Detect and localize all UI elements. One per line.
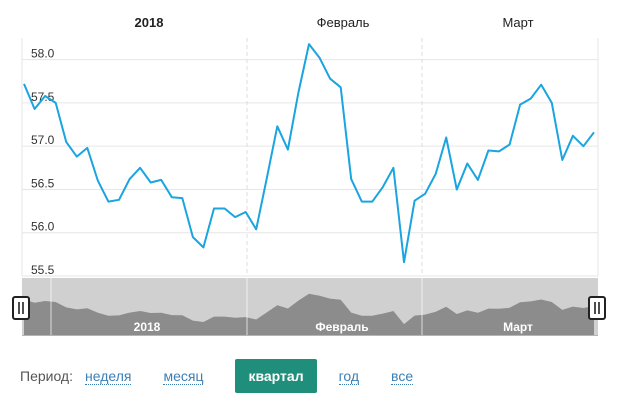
period-week-link[interactable]: неделя [85,367,132,385]
top-axis-label: 2018 [135,15,164,30]
navigator-area [24,293,594,336]
navigator-label: 2018 [134,320,161,334]
chart: 2018 Февраль Март 55.5 56.0 56.5 57.0 57.5 58.0… [12,15,606,336]
y-axis-labels: 55.5 56.0 56.5 57.0 57.5 58.0 [31,47,55,277]
period-quarter-button[interactable]: квартал [235,359,317,393]
y-tick-label: 56.5 [31,176,55,190]
top-axis-label: Февраль [317,15,370,30]
y-tick-label: 57.0 [31,133,55,147]
navigator[interactable]: 2018 Февраль Март [22,278,598,336]
period-year-link[interactable]: год [338,367,360,385]
month-divider-lines [246,38,423,276]
period-month-link[interactable]: месяц [163,367,204,385]
y-tick-label: 56.0 [31,220,55,234]
navigator-label: Февраль [315,320,368,334]
navigator-handle-left[interactable] [12,296,30,320]
y-tick-label: 57.5 [31,90,55,104]
period-all-link[interactable]: все [391,367,414,385]
top-axis-label: Март [502,15,533,30]
navigator-label: Март [503,320,533,334]
navigator-bottom-line [22,335,598,336]
y-tick-label: 58.0 [31,47,55,61]
period-label: Период: [20,368,73,384]
navigator-divider-lines [50,278,423,336]
chart-grid [21,38,599,277]
y-tick-label: 55.5 [31,263,55,277]
navigator-handle-right[interactable] [588,296,606,320]
price-line [23,43,595,264]
period-selector: Период: неделя месяц квартал год все [20,358,445,394]
navigator-labels: 2018 Февраль Март [134,320,533,334]
top-axis-labels: 2018 Февраль Март [135,15,534,30]
